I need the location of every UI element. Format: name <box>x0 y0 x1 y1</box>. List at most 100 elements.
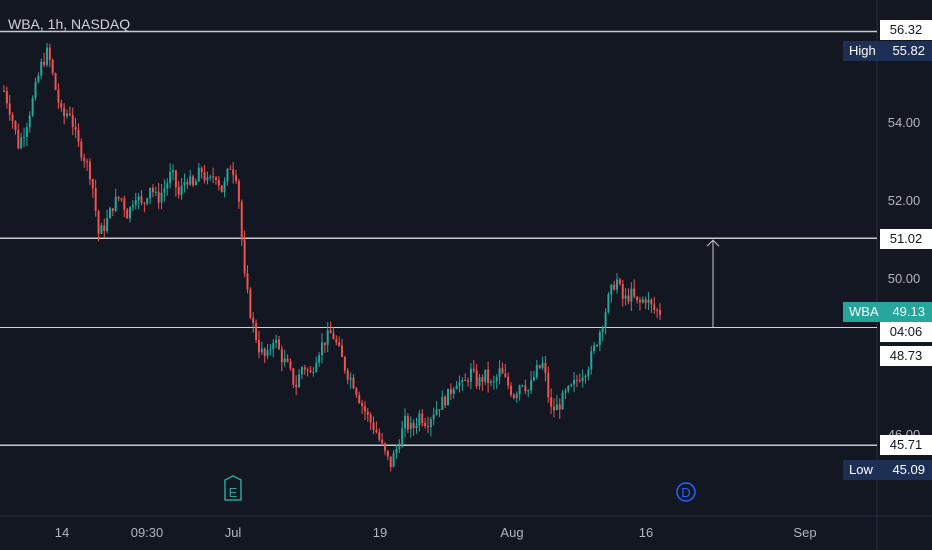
earnings-letter: E <box>229 485 238 500</box>
candle-body <box>435 409 438 415</box>
candle-body <box>77 129 80 142</box>
candle-body <box>601 327 604 333</box>
candle-body <box>467 380 470 382</box>
candle-body <box>23 136 26 138</box>
candle-body <box>424 423 427 427</box>
candle-body <box>532 377 535 381</box>
candle-body <box>114 196 117 211</box>
candle-body <box>43 61 46 65</box>
high-label-value: 55.82 <box>892 43 925 58</box>
candle-body <box>636 296 639 301</box>
candle-body <box>306 369 309 371</box>
candle-body <box>45 47 48 65</box>
candle-body <box>346 370 349 380</box>
candle-body <box>366 411 369 415</box>
candle-body <box>298 374 301 388</box>
candle-body <box>315 362 318 372</box>
candle-body <box>355 388 358 395</box>
earnings-badge <box>224 475 242 501</box>
candle-body <box>289 361 292 369</box>
candle-body <box>174 170 177 188</box>
candle-body <box>154 191 157 193</box>
time-tick-label: Sep <box>793 525 816 540</box>
measure-arrow <box>706 239 720 328</box>
candle-body <box>232 169 235 176</box>
time-tick-label: 14 <box>55 525 69 540</box>
candle-body <box>429 419 432 428</box>
candle-body <box>117 196 120 199</box>
dividend-marker: D <box>676 482 696 502</box>
candle-body <box>464 380 467 382</box>
candle-body <box>100 225 103 234</box>
candle-body <box>25 127 28 137</box>
candle-body <box>111 208 114 211</box>
candle-body <box>478 377 481 386</box>
candle-body <box>593 345 596 352</box>
candle-body <box>375 429 378 433</box>
candle-body <box>610 284 613 295</box>
candle-body <box>80 141 83 158</box>
level-label-51-02: 51.02 <box>880 229 932 249</box>
candle-body <box>656 309 659 311</box>
candle-body <box>286 358 289 362</box>
candle-body <box>226 168 229 182</box>
candle-body <box>650 299 653 305</box>
candle-body <box>172 170 175 172</box>
time-tick-label: Aug <box>500 525 523 540</box>
candle-body <box>349 377 352 380</box>
candle-body <box>418 413 421 426</box>
candle-body <box>3 90 5 92</box>
candle-body <box>541 362 544 368</box>
candle-body <box>237 181 240 202</box>
candle-body <box>363 405 366 412</box>
candle-body <box>415 425 418 429</box>
candle-body <box>527 390 530 392</box>
candle-body <box>243 239 246 274</box>
candle-body <box>86 161 89 163</box>
candle-body <box>521 385 524 387</box>
high-label-text: High <box>849 43 876 58</box>
candle-body <box>335 339 338 343</box>
candle-body <box>659 309 661 315</box>
candle-body <box>40 61 43 76</box>
candle-body <box>146 198 149 204</box>
candlestick-series <box>3 42 661 472</box>
candle-body <box>633 288 636 297</box>
candle-body <box>621 283 624 299</box>
candle-body <box>338 342 341 346</box>
candle-body <box>587 369 590 377</box>
candle-body <box>504 373 507 377</box>
candle-body <box>426 426 429 428</box>
candle-body <box>20 137 23 148</box>
horizontal-levels <box>0 30 877 447</box>
candle-body <box>492 381 495 383</box>
candle-body <box>186 182 189 185</box>
candle-body <box>406 416 409 430</box>
candle-body <box>404 416 407 429</box>
candle-body <box>269 349 272 351</box>
candle-body <box>613 284 616 290</box>
candle-body <box>581 377 584 382</box>
time-tick-label: Jul <box>225 525 242 540</box>
candle-body <box>183 182 186 186</box>
candle-body <box>8 103 11 115</box>
candle-body <box>530 380 533 391</box>
candle-body <box>51 59 54 74</box>
level-label-48-73: 48.73 <box>880 346 932 366</box>
candle-body <box>501 368 504 374</box>
bar-countdown: 04:06 <box>880 322 932 342</box>
candle-body <box>249 289 252 318</box>
candle-body <box>34 81 37 99</box>
candle-body <box>372 422 375 430</box>
candle-body <box>235 175 238 182</box>
candle-body <box>535 365 538 378</box>
candle-body <box>312 371 315 373</box>
candle-body <box>123 198 126 210</box>
candle-body <box>166 183 169 189</box>
candle-body <box>341 345 344 357</box>
candle-body <box>260 348 263 353</box>
candle-body <box>401 428 404 447</box>
